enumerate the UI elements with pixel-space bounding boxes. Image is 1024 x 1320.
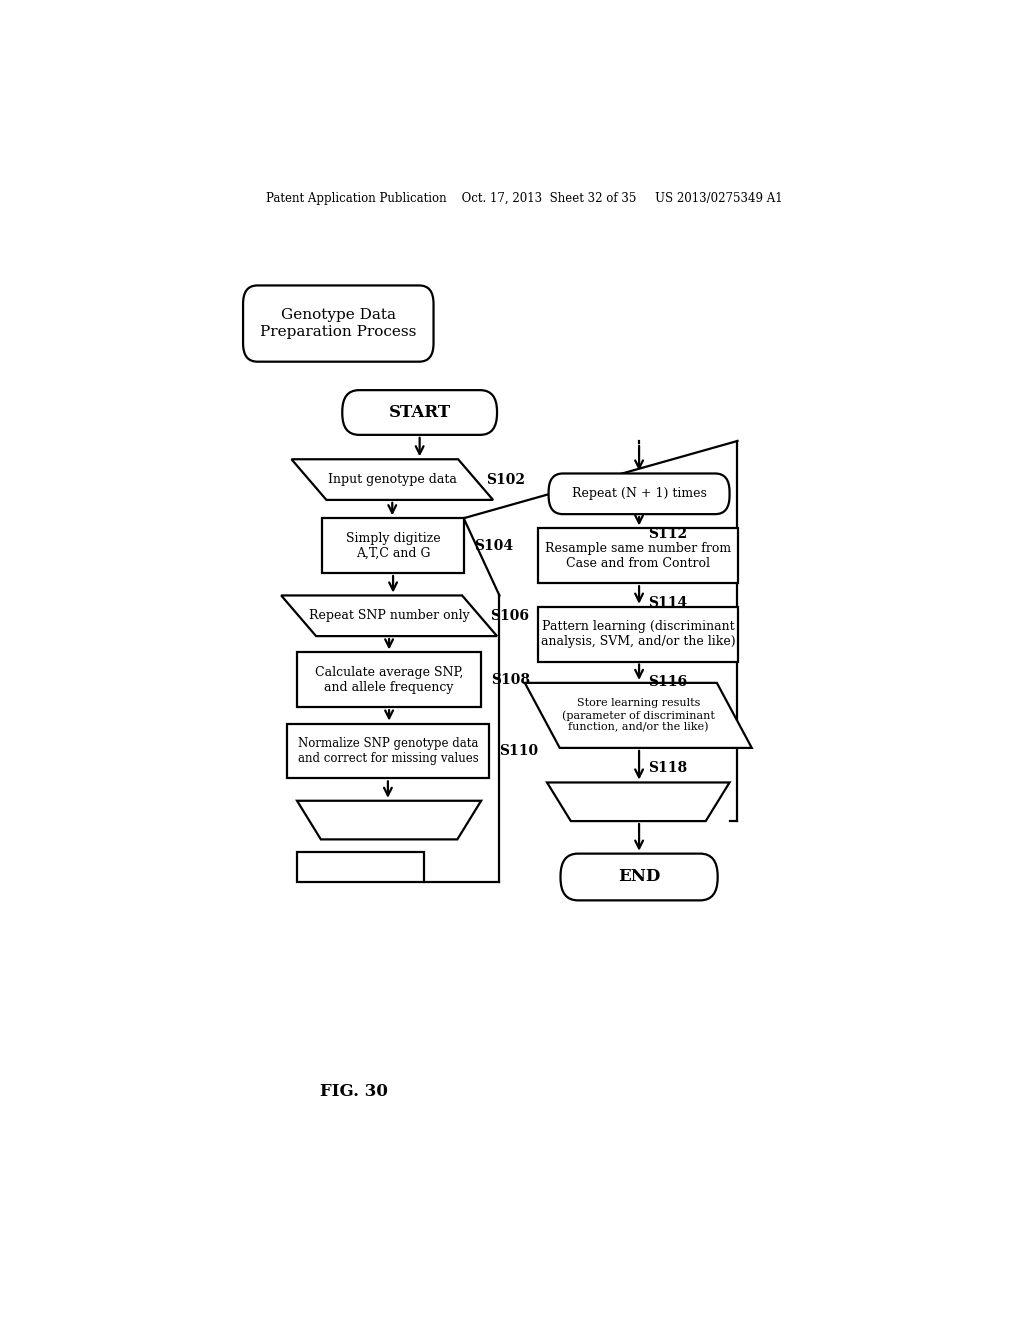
Text: Repeat SNP number only: Repeat SNP number only <box>308 610 469 622</box>
Text: Simply digitize
A,T,C and G: Simply digitize A,T,C and G <box>346 532 440 560</box>
Text: S110: S110 <box>500 744 539 758</box>
Bar <box>297 851 424 882</box>
Polygon shape <box>292 459 494 500</box>
FancyBboxPatch shape <box>549 474 729 515</box>
Text: S114: S114 <box>648 597 687 610</box>
Text: S112: S112 <box>648 528 687 541</box>
Text: Repeat (N + 1) times: Repeat (N + 1) times <box>571 487 707 500</box>
FancyBboxPatch shape <box>243 285 433 362</box>
FancyBboxPatch shape <box>342 391 497 434</box>
Text: FIG. 30: FIG. 30 <box>321 1082 388 1100</box>
Text: Calculate average SNP,
and allele frequency: Calculate average SNP, and allele freque… <box>315 665 463 694</box>
Polygon shape <box>524 682 752 748</box>
Bar <box>287 723 489 779</box>
Text: END: END <box>617 869 660 886</box>
Text: Resample same number from
Case and from Control: Resample same number from Case and from … <box>545 541 731 570</box>
Text: S116: S116 <box>648 675 687 689</box>
Text: S108: S108 <box>492 673 530 686</box>
Bar <box>297 652 481 708</box>
Bar <box>323 519 464 573</box>
Text: S118: S118 <box>648 762 687 775</box>
FancyBboxPatch shape <box>560 854 718 900</box>
Text: Genotype Data
Preparation Process: Genotype Data Preparation Process <box>260 309 417 339</box>
Text: S102: S102 <box>486 473 525 487</box>
Text: S104: S104 <box>474 539 513 553</box>
Bar <box>539 528 738 583</box>
Text: Normalize SNP genotype data
and correct for missing values: Normalize SNP genotype data and correct … <box>298 737 478 766</box>
Text: Patent Application Publication    Oct. 17, 2013  Sheet 32 of 35     US 2013/0275: Patent Application Publication Oct. 17, … <box>266 191 783 205</box>
Polygon shape <box>282 595 497 636</box>
Text: S106: S106 <box>489 609 528 623</box>
Text: Pattern learning (discriminant
analysis, SVM, and/or the like): Pattern learning (discriminant analysis,… <box>541 620 735 648</box>
Polygon shape <box>547 783 729 821</box>
Text: START: START <box>388 404 451 421</box>
Text: Input genotype data: Input genotype data <box>328 473 457 486</box>
Polygon shape <box>297 801 481 840</box>
Text: Store learning results
(parameter of discriminant
function, and/or the like): Store learning results (parameter of dis… <box>562 698 715 733</box>
Bar <box>539 607 738 661</box>
